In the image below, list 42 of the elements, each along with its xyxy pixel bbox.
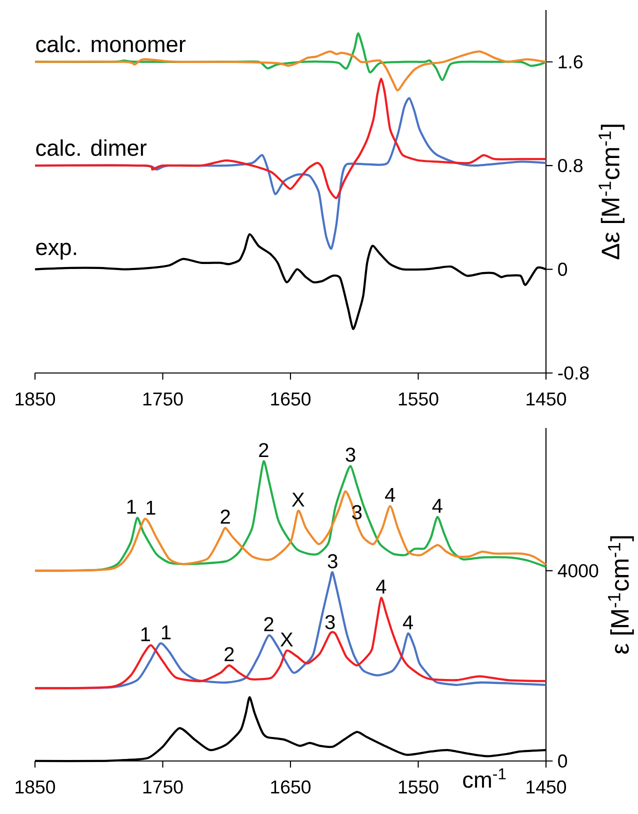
y-axis-title: ε [M$^{-1}$cm$^{-1}$]: [608, 536, 634, 654]
annotation: 4: [432, 498, 442, 513]
annotation: 3: [346, 448, 356, 462]
x-tick-label: 1850: [16, 780, 56, 794]
x-tick-label: 1750: [143, 780, 183, 794]
y-axis-title: Δε [M$^{-1}$cm$^{-1}$]: [598, 124, 624, 260]
annotation: 4: [376, 580, 386, 594]
line-series: [34, 596, 548, 690]
x-tick-label: 1650: [271, 392, 311, 406]
annotation: 1: [127, 500, 136, 514]
annotation: 1: [162, 625, 171, 640]
x-tick-label: 1550: [398, 780, 438, 794]
x-tick-label: 1450: [526, 780, 566, 794]
annotation: 3: [325, 615, 335, 630]
y-tick-label: 1.6: [558, 55, 582, 68]
y-tick-label: -0.8: [558, 366, 589, 380]
annotation: 4: [402, 615, 413, 630]
annotation: 3: [328, 554, 338, 568]
annotation: 2: [224, 647, 234, 662]
line-series: [34, 490, 548, 572]
x-tick-label: 1750: [143, 392, 183, 406]
y-tick-label: 4000: [558, 564, 598, 578]
annotation: X: [280, 632, 293, 646]
annotation: 2: [264, 617, 274, 632]
annotation: 4: [385, 488, 396, 502]
annotation: 1: [146, 500, 156, 515]
annotation: calc. monomer: [36, 36, 186, 52]
x-tick-label: 1650: [271, 780, 311, 794]
annotation: 2: [259, 443, 268, 458]
annotation: X: [292, 492, 304, 507]
annotation: calc. dimer: [36, 139, 147, 156]
x-tick-label: 1850: [16, 392, 56, 406]
x-tick-label: 1550: [398, 392, 438, 406]
y-tick-label: 0: [558, 262, 568, 276]
x-axis-title: cm$^{-1}$: [463, 768, 506, 788]
annotation: exp.: [36, 242, 76, 260]
y-tick-label: 0.8: [558, 158, 583, 172]
y-tick-label: 0: [558, 754, 568, 768]
annotation: 1: [141, 627, 150, 642]
line-series: [34, 78, 548, 200]
x-tick-label: 1450: [526, 392, 566, 406]
annotation: 2: [220, 510, 230, 524]
